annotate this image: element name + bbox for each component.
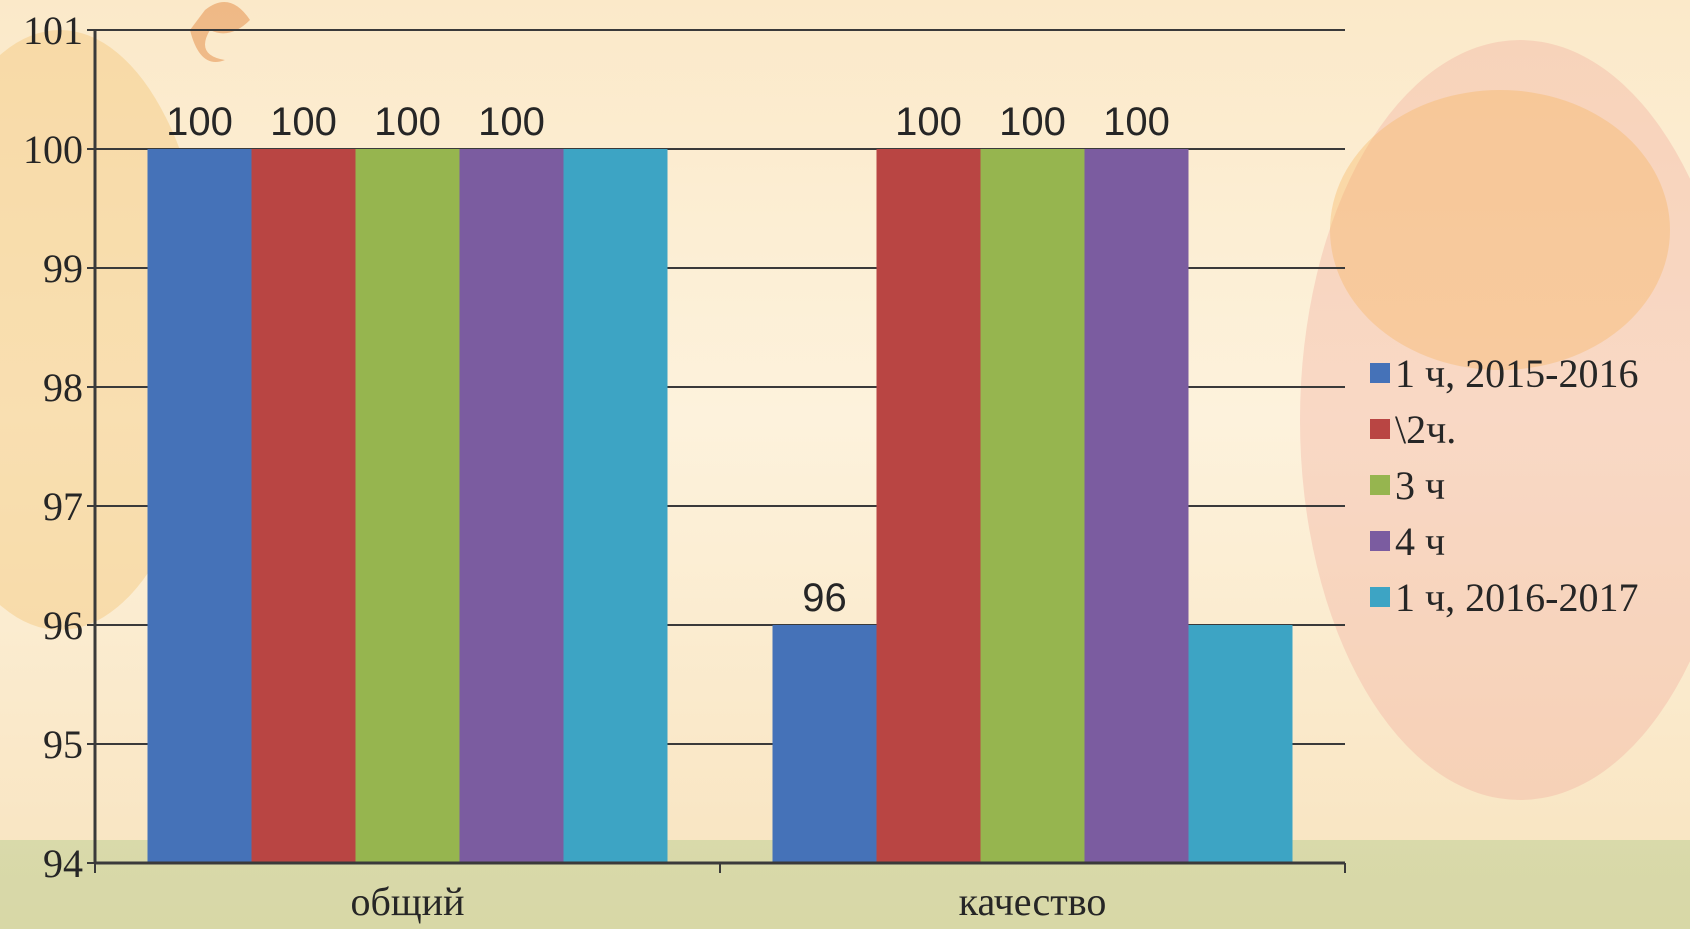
y-tick-label: 98: [43, 365, 83, 410]
data-label: 100: [166, 100, 233, 144]
y-tick-label: 96: [43, 603, 83, 648]
axes: [87, 29, 1346, 873]
y-tick-label: 99: [43, 246, 83, 291]
bar: [876, 149, 981, 863]
legend-swatch: [1370, 419, 1390, 439]
data-label: 100: [999, 100, 1066, 144]
butterfly-decoration: [190, 2, 250, 62]
right-hair-decoration: [1330, 90, 1670, 370]
legend: 1 ч, 2015-2016 \2ч. 3 ч 4 ч 1 ч, 2016-2017: [1370, 351, 1638, 620]
data-label: 100: [1103, 100, 1170, 144]
y-tick-label: 101: [23, 8, 83, 53]
legend-swatch: [1370, 531, 1390, 551]
data-label: 100: [374, 100, 441, 144]
right-character-decoration: [1300, 40, 1690, 800]
legend-swatch: [1370, 587, 1390, 607]
y-tick-label: 97: [43, 484, 83, 529]
bars: [147, 149, 1293, 863]
legend-label: 4 ч: [1395, 519, 1445, 564]
y-tick-label: 94: [43, 841, 83, 886]
bar: [1084, 149, 1189, 863]
bar: [459, 149, 564, 863]
bar: [355, 149, 460, 863]
data-label: 100: [478, 100, 545, 144]
legend-label: 3 ч: [1395, 463, 1445, 508]
bar: [147, 149, 252, 863]
data-label: 100: [895, 100, 962, 144]
y-tick-label: 100: [23, 127, 83, 172]
data-label: 96: [802, 576, 847, 620]
bar: [980, 149, 1085, 863]
bar: [251, 149, 356, 863]
legend-label: 1 ч, 2015-2016: [1395, 351, 1638, 396]
bar: [1188, 625, 1293, 863]
y-tick-label: 95: [43, 722, 83, 767]
legend-swatch: [1370, 475, 1390, 495]
labels: 94 95 96 97 98 99 100 101 100 100 100 100 общий 96 100…: [23, 8, 1170, 924]
x-category-label: общий: [351, 879, 465, 924]
legend-swatch: [1370, 363, 1390, 383]
legend-label: \2ч.: [1395, 407, 1456, 452]
bar: [563, 149, 668, 863]
legend-label: 1 ч, 2016-2017: [1395, 575, 1638, 620]
data-label: 100: [270, 100, 337, 144]
x-category-label: качество: [959, 879, 1107, 924]
bar: [772, 625, 877, 863]
